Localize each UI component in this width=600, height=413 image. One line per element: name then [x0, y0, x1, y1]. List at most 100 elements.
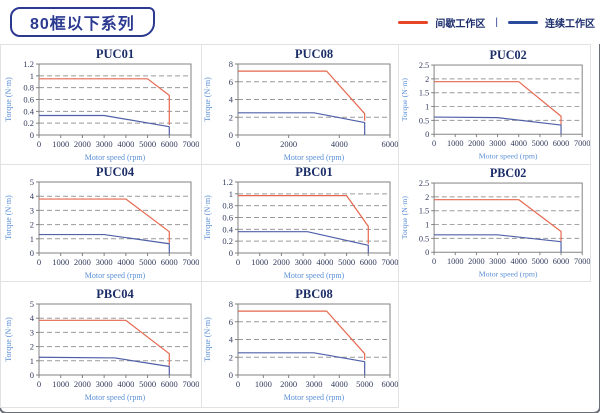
- intermittent-zone-line: [434, 80, 562, 125]
- svg-text:6: 6: [229, 76, 233, 86]
- svg-text:6000: 6000: [161, 379, 178, 389]
- svg-text:1: 1: [229, 189, 233, 199]
- svg-text:2: 2: [425, 193, 429, 202]
- series-title-badge: 80框以下系列: [10, 7, 155, 37]
- chart-cell-PUC04: PUC04 0 1 2 3 4 5 0 1000 2000 3000 4000 5000 6000 7000…: [1, 165, 202, 282]
- chart-cell-PUC02: PUC02 0 0.5 1 1.5 2 2.5 0 1000 2000 3000 4000 5000 60…: [399, 45, 591, 165]
- svg-text:4: 4: [30, 313, 35, 323]
- svg-text:6000: 6000: [360, 257, 377, 267]
- svg-text:2.5: 2.5: [419, 179, 429, 188]
- intermittent-zone-line: [238, 195, 369, 245]
- svg-text:0.2: 0.2: [23, 118, 34, 128]
- svg-text:1000: 1000: [447, 257, 464, 266]
- chart-cell-PBC02: PBC02 0 0.5 1 1.5 2 2.5 0 1000 2000 3000 4000 5000 60…: [399, 165, 591, 282]
- x-axis-label: Motor speed (rpm): [479, 270, 538, 279]
- continuous-zone-line: [38, 356, 170, 375]
- svg-text:3000: 3000: [489, 257, 506, 266]
- continuous-zone-line: [39, 233, 170, 253]
- svg-text:4000: 4000: [510, 138, 527, 147]
- continuous-zone-label: 连续工作区: [545, 18, 595, 30]
- svg-text:4000: 4000: [510, 257, 527, 266]
- svg-text:0.5: 0.5: [419, 234, 429, 243]
- torque-speed-chart-PBC08: PBC08 0 2 4 6 8 0 1000 2000 3000 4000 5000 6000 Motor…: [203, 287, 399, 402]
- x-axis-label: Motor speed (rpm): [284, 393, 345, 402]
- y-axis-label: Torque (N·m): [4, 195, 13, 240]
- torque-speed-chart-PUC02: PUC02 0 0.5 1 1.5 2 2.5 0 1000 2000 3000 4000 5000 60…: [400, 48, 590, 160]
- continuous-zone-line: [238, 231, 369, 253]
- svg-text:4000: 4000: [117, 257, 134, 267]
- intermittent-zone-line: [39, 198, 170, 244]
- svg-text:7000: 7000: [574, 138, 590, 147]
- chart-title: PBC02: [490, 166, 527, 180]
- svg-text:2000: 2000: [280, 139, 297, 149]
- svg-text:2000: 2000: [273, 257, 290, 267]
- y-axis-label: Torque (N·m): [4, 316, 13, 361]
- svg-text:0.6: 0.6: [222, 213, 233, 223]
- intermittent-zone-line-icon: [398, 20, 429, 24]
- legend-separator: |: [495, 16, 498, 28]
- y-axis-label: Torque (N·m): [203, 316, 212, 361]
- svg-text:3: 3: [30, 327, 34, 337]
- chart-cell-PBC04: PBC04 0 1 2 3 4 5 0 1000 2000 3000 4000 5000 6000 7000…: [1, 282, 202, 408]
- svg-text:3000: 3000: [96, 379, 113, 389]
- x-axis-label: Motor speed (rpm): [85, 153, 146, 162]
- x-axis-label: Motor speed (rpm): [479, 151, 538, 160]
- svg-text:5: 5: [30, 177, 34, 187]
- svg-text:0.2: 0.2: [222, 236, 233, 246]
- y-axis-label: Torque (N·m): [4, 76, 13, 121]
- chart-title: PUC01: [96, 47, 134, 61]
- working-zone-legend: 间歇工作区 | 连续工作区: [398, 14, 595, 30]
- svg-text:4000: 4000: [117, 379, 134, 389]
- svg-text:5000: 5000: [338, 257, 355, 267]
- svg-text:6: 6: [229, 316, 233, 326]
- chart-title: PBC01: [295, 165, 333, 179]
- svg-text:2.5: 2.5: [419, 60, 429, 69]
- svg-text:0: 0: [229, 248, 233, 258]
- chart-grid: PUC01 0 0.2 0.4 0.6 0.8 1 1.2 0 1000 2000 3000 4000 5…: [0, 44, 591, 408]
- svg-text:3000: 3000: [306, 379, 323, 389]
- svg-text:5000: 5000: [139, 139, 156, 149]
- svg-text:8: 8: [229, 299, 233, 309]
- svg-text:1000: 1000: [52, 257, 69, 267]
- svg-text:8: 8: [229, 59, 233, 69]
- svg-text:1000: 1000: [251, 257, 268, 267]
- svg-text:2: 2: [30, 220, 34, 230]
- svg-text:3000: 3000: [96, 257, 113, 267]
- svg-text:3000: 3000: [489, 138, 506, 147]
- svg-text:7000: 7000: [183, 257, 200, 267]
- y-axis-label: Torque (N·m): [400, 196, 409, 240]
- torque-speed-chart-PUC04: PUC04 0 1 2 3 4 5 0 1000 2000 3000 4000 5000 6000 7000…: [4, 165, 200, 280]
- y-axis-label: Torque (N·m): [203, 76, 212, 121]
- x-axis-label: Motor speed (rpm): [85, 393, 146, 402]
- svg-text:1.2: 1.2: [222, 177, 233, 187]
- chart-cell-PUC08: PUC08 0 2 4 6 8 0 2000 4000 6000 Motor speed (rpm)…: [202, 45, 399, 165]
- y-axis-label: Torque (N·m): [203, 195, 212, 240]
- svg-text:1: 1: [30, 70, 34, 80]
- svg-text:1: 1: [30, 234, 34, 244]
- svg-text:0.6: 0.6: [23, 94, 34, 104]
- svg-text:4: 4: [229, 94, 234, 104]
- svg-text:0.4: 0.4: [222, 224, 233, 234]
- svg-text:1.2: 1.2: [23, 59, 34, 69]
- svg-text:0.4: 0.4: [23, 106, 34, 116]
- svg-text:2: 2: [425, 74, 429, 83]
- intermittent-zone-line: [39, 77, 170, 125]
- svg-text:6000: 6000: [382, 139, 399, 149]
- svg-text:0: 0: [432, 257, 436, 266]
- continuous-zone-line: [238, 111, 366, 135]
- svg-text:0: 0: [236, 379, 240, 389]
- intermittent-zone-label: 间歇工作区: [435, 18, 486, 30]
- svg-text:6000: 6000: [382, 379, 399, 389]
- chart-title: PUC02: [490, 48, 527, 62]
- continuous-zone-line-icon: [508, 20, 538, 24]
- torque-speed-chart-PBC02: PBC02 0 0.5 1 1.5 2 2.5 0 1000 2000 3000 4000 5000 60…: [400, 166, 590, 279]
- svg-text:2: 2: [229, 352, 233, 362]
- x-axis-label: Motor speed (rpm): [284, 271, 345, 280]
- svg-text:2000: 2000: [74, 379, 91, 389]
- torque-speed-chart-PBC01: PBC01 0 0.2 0.40.6 0.8 1 1.2 0 1000 2000 3000 4000 5…: [203, 165, 398, 280]
- svg-text:3: 3: [30, 205, 34, 215]
- continuous-zone-line: [39, 114, 170, 135]
- svg-text:3000: 3000: [96, 139, 113, 149]
- svg-text:4: 4: [30, 191, 35, 201]
